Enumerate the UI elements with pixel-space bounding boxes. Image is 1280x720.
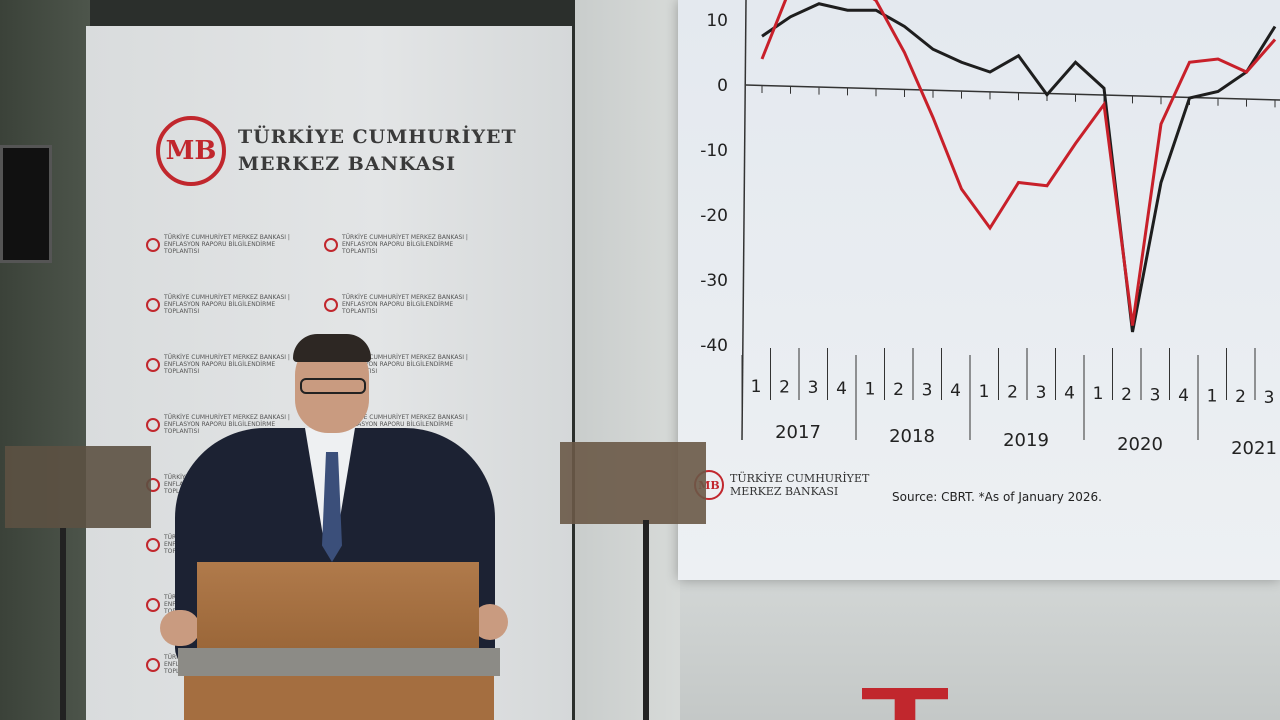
speaker-hair [293, 334, 371, 362]
banner-tile: TÜRKİYE CUMHURİYET MERKEZ BANKASI | ENFL… [324, 234, 492, 255]
y-tick-label: -10 [700, 141, 728, 161]
quarter-label: 2 [1121, 385, 1132, 405]
quarter-label: 4 [950, 381, 961, 401]
stand-pole-right [643, 520, 649, 720]
tile-text: TÜRKİYE CUMHURİYET MERKEZ BANKASI | ENFL… [164, 234, 290, 255]
tile-text: TÜRKİYE CUMHURİYET MERKEZ BANKASI | ENFL… [164, 354, 290, 375]
quarter-label: 3 [922, 381, 933, 401]
tcmb-emblem-small [146, 657, 160, 672]
tcmb-emblem-small [146, 357, 160, 372]
year-label: 2019 [1003, 430, 1049, 451]
tcmb-emblem-small [324, 297, 338, 312]
quarter-label: 3 [808, 378, 819, 398]
quarter-label: 1 [865, 379, 876, 399]
quarter-label: 2 [1007, 382, 1018, 402]
banner-title-line1: TÜRKİYE CUMHURİYET [238, 126, 517, 148]
podium-base [184, 676, 494, 720]
quarter-label: 1 [751, 377, 762, 397]
quarter-label: 3 [1036, 383, 1047, 403]
quarter-label: 4 [1064, 384, 1075, 404]
tile-text: TÜRKİYE CUMHURİYET MERKEZ BANKASI | ENFL… [342, 234, 468, 255]
tcmb-emblem-small [146, 297, 160, 312]
quarter-label: 1 [1207, 387, 1218, 407]
banner-tile: TÜRKİYE CUMHURİYET MERKEZ BANKASI | ENFL… [324, 294, 492, 315]
tcmb-emblem-small [146, 537, 160, 552]
podium [197, 562, 479, 652]
banner-tile: TÜRKİYE CUMHURİYET MERKEZ BANKASI | ENFL… [146, 234, 314, 255]
year-label: 2021 [1231, 438, 1277, 459]
year-label: 2017 [775, 422, 821, 443]
quarter-label: 4 [1178, 386, 1189, 406]
banner-logo: MB TÜRKİYE CUMHURİYET MERKEZ BANKASI [156, 116, 517, 186]
banner-tile: TÜRKİYE CUMHURİYET MERKEZ BANKASI | ENFL… [146, 414, 314, 435]
tcmb-emblem-small [146, 237, 160, 252]
screen-logo: MB TÜRKİYE CUMHURİYET MERKEZ BANKASI [694, 470, 869, 500]
music-stand-left [5, 446, 151, 528]
y-tick-label: 10 [706, 11, 728, 31]
year-label: 2018 [889, 426, 935, 447]
back-wall-left [0, 0, 90, 720]
music-stand-right [560, 442, 706, 524]
quarter-label: 2 [779, 378, 790, 398]
y-axis [741, 0, 747, 441]
tcmb-emblem-small [146, 597, 160, 612]
y-tick-label: -20 [700, 206, 728, 226]
speaker-box [0, 145, 52, 263]
y-tick-label: -40 [700, 336, 728, 356]
tile-text: TÜRKİYE CUMHURİYET MERKEZ BANKASI | ENFL… [342, 294, 468, 315]
quarter-label: 1 [1093, 384, 1104, 404]
quarter-label: 2 [893, 380, 904, 400]
quarter-label: 2 [1235, 387, 1246, 407]
banner-tile: TÜRKİYE CUMHURİYET MERKEZ BANKASI | ENFL… [146, 294, 314, 315]
projection-screen: 10 0 -10 -20 -30 -40 1 2 3 4 1 2 3 4 1 2 3 4 1 2 3 4 1 2 3 2017 20… [678, 0, 1280, 580]
tile-text: TÜRKİYE CUMHURİYET MERKEZ BANKASI | ENFL… [164, 294, 290, 315]
quarter-label: 4 [836, 379, 847, 399]
podium-ledge [178, 648, 500, 676]
stand-pole-left [60, 528, 66, 720]
series-line-1 [760, 0, 1277, 326]
tcmb-emblem-small [324, 237, 338, 252]
tcmb-emblem: MB [156, 116, 226, 186]
glasses [300, 378, 366, 394]
series-line-0 [761, 2, 1277, 333]
quarter-label: 3 [1264, 388, 1275, 408]
screen-logo-line2: MERKEZ BANKASI [730, 485, 839, 498]
year-label: 2020 [1117, 434, 1163, 455]
x-axis [745, 84, 1280, 101]
speaker-tie [322, 452, 342, 562]
back-wall [575, 0, 685, 720]
y-tick-label: 0 [717, 76, 728, 96]
banner-tile: TÜRKİYE CUMHURİYET MERKEZ BANKASI | ENFL… [146, 354, 314, 375]
banner-title-line2: MERKEZ BANKASI [238, 153, 457, 175]
tcmb-emblem-small [146, 417, 160, 432]
screen-logo-line1: TÜRKİYE CUMHURİYET [730, 472, 870, 485]
quarter-label: 1 [979, 382, 990, 402]
chart-source: Source: CBRT. *As of January 2026. [892, 490, 1102, 504]
tile-text: TÜRKİYE CUMHURİYET MERKEZ BANKASI | ENFL… [164, 414, 290, 435]
speaker-hand-left [160, 610, 200, 646]
y-tick-label: -30 [700, 271, 728, 291]
quarter-label: 3 [1150, 385, 1161, 405]
